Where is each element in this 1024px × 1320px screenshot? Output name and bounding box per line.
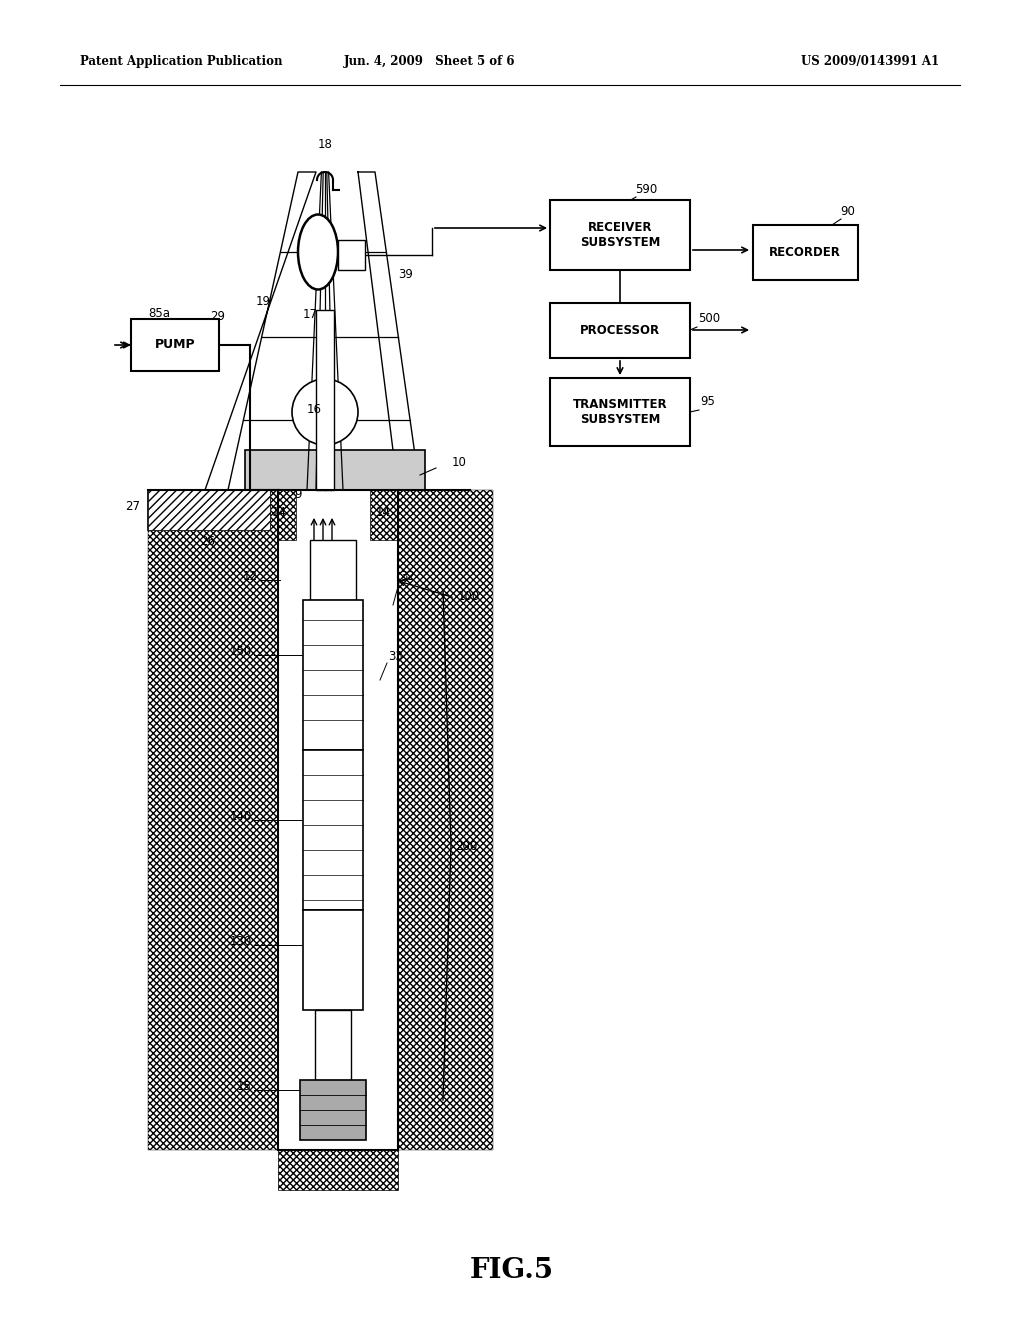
Text: 200: 200 bbox=[455, 840, 477, 853]
Bar bbox=[550, 378, 690, 446]
Bar bbox=[303, 601, 362, 750]
Bar bbox=[303, 750, 362, 909]
Bar bbox=[303, 909, 362, 1010]
Bar bbox=[316, 310, 334, 490]
Text: 19: 19 bbox=[256, 294, 271, 308]
Bar bbox=[148, 490, 296, 540]
Text: 500: 500 bbox=[698, 312, 720, 325]
Bar bbox=[398, 490, 493, 1150]
Text: Patent Application Publication: Patent Application Publication bbox=[80, 55, 283, 69]
Bar bbox=[338, 240, 365, 271]
Text: 85a: 85a bbox=[148, 308, 170, 319]
Text: 17: 17 bbox=[303, 308, 318, 321]
Circle shape bbox=[292, 379, 358, 445]
Text: RECORDER: RECORDER bbox=[769, 246, 841, 259]
Bar bbox=[148, 490, 270, 531]
Text: 140: 140 bbox=[229, 810, 252, 822]
Text: TRANSMITTER
SUBSYSTEM: TRANSMITTER SUBSYSTEM bbox=[572, 399, 668, 426]
Bar bbox=[148, 490, 278, 1150]
Text: 14: 14 bbox=[376, 506, 391, 519]
Text: 9: 9 bbox=[294, 488, 301, 502]
Text: 27: 27 bbox=[125, 500, 140, 513]
Bar bbox=[550, 201, 690, 271]
Text: PROCESSOR: PROCESSOR bbox=[580, 323, 660, 337]
Text: 10: 10 bbox=[452, 455, 467, 469]
Text: 130: 130 bbox=[229, 935, 252, 948]
Bar bbox=[245, 450, 425, 490]
Bar bbox=[131, 319, 219, 371]
Text: 14: 14 bbox=[272, 506, 287, 519]
Bar bbox=[753, 224, 857, 280]
Polygon shape bbox=[358, 172, 420, 490]
Text: 18: 18 bbox=[317, 139, 333, 150]
Text: 26: 26 bbox=[200, 535, 215, 548]
Text: FIG.5: FIG.5 bbox=[470, 1257, 554, 1283]
Bar bbox=[278, 1150, 398, 1191]
Bar bbox=[148, 490, 270, 531]
Text: 90: 90 bbox=[840, 205, 855, 218]
Bar bbox=[550, 302, 690, 358]
Text: US 2009/0143991 A1: US 2009/0143991 A1 bbox=[801, 55, 939, 69]
Text: 32: 32 bbox=[400, 570, 415, 583]
Text: 12: 12 bbox=[243, 570, 258, 583]
Ellipse shape bbox=[298, 214, 338, 289]
Bar bbox=[315, 1010, 351, 1080]
Text: 100: 100 bbox=[458, 590, 480, 603]
Text: 150: 150 bbox=[229, 645, 252, 657]
Text: 33: 33 bbox=[388, 649, 402, 663]
Bar bbox=[300, 1080, 366, 1140]
Text: 29: 29 bbox=[210, 310, 225, 323]
Text: 16: 16 bbox=[307, 403, 322, 416]
Text: RECEIVER
SUBSYSTEM: RECEIVER SUBSYSTEM bbox=[580, 220, 660, 249]
Text: 590: 590 bbox=[635, 183, 657, 195]
Text: 15: 15 bbox=[238, 1080, 252, 1093]
Text: Jun. 4, 2009   Sheet 5 of 6: Jun. 4, 2009 Sheet 5 of 6 bbox=[344, 55, 516, 69]
Bar bbox=[370, 490, 465, 540]
Bar bbox=[310, 540, 356, 601]
Text: 95: 95 bbox=[700, 395, 715, 408]
Text: 39: 39 bbox=[398, 268, 413, 281]
Polygon shape bbox=[205, 172, 316, 490]
Text: PUMP: PUMP bbox=[155, 338, 196, 351]
